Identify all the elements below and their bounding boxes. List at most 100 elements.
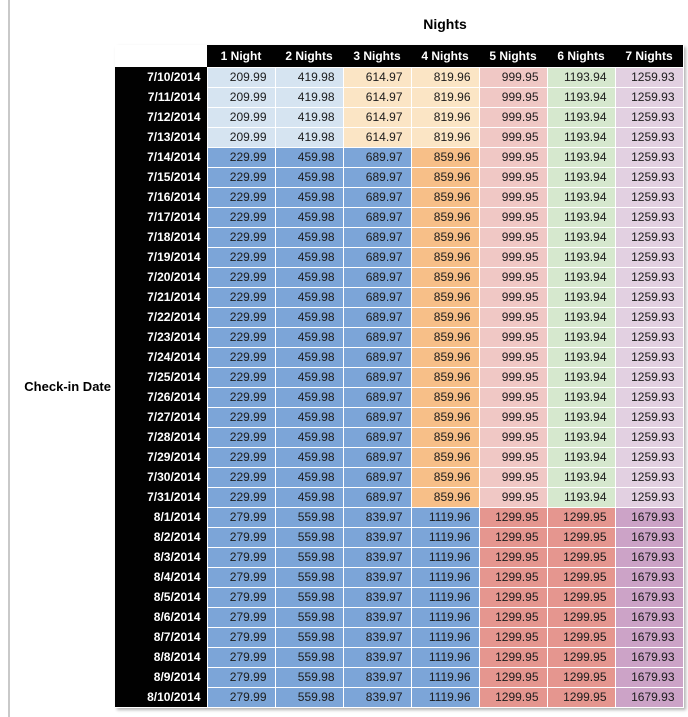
price-cell: 1299.95 bbox=[478, 666, 548, 688]
price-cell: 1119.96 bbox=[410, 646, 480, 668]
price-cell: 229.99 bbox=[206, 226, 276, 248]
table-header: 1 Night 2 Nights 3 Nights 4 Nights 5 Nights 6… bbox=[115, 45, 683, 67]
price-cell: 1299.95 bbox=[546, 566, 616, 588]
price-cell: 839.97 bbox=[342, 506, 412, 528]
price-cell: 279.99 bbox=[206, 626, 276, 648]
price-cell: 1299.95 bbox=[478, 626, 548, 648]
price-cell: 689.97 bbox=[342, 246, 412, 268]
table-row: 8/9/2014 279.99 559.98 839.97 1119.96 1299.95… bbox=[115, 666, 684, 688]
price-cell: 1299.95 bbox=[478, 586, 548, 608]
price-cell: 614.97 bbox=[342, 126, 412, 148]
table-row: 7/23/2014 229.99 459.98 689.97 859.96 999.95 1… bbox=[115, 326, 684, 348]
price-cell: 229.99 bbox=[206, 186, 276, 208]
price-cell: 229.99 bbox=[206, 166, 276, 188]
price-cell: 1299.95 bbox=[478, 526, 548, 548]
price-cell: 1193.94 bbox=[546, 246, 616, 268]
price-cell: 459.98 bbox=[274, 266, 344, 288]
price-cell: 999.95 bbox=[478, 426, 548, 448]
price-cell: 1259.93 bbox=[614, 166, 684, 188]
price-cell: 559.98 bbox=[274, 566, 344, 588]
price-cell: 1193.94 bbox=[546, 366, 616, 388]
price-cell: 459.98 bbox=[274, 246, 344, 268]
price-cell: 859.96 bbox=[410, 306, 480, 328]
row-header-date: 8/6/2014 bbox=[115, 607, 207, 627]
price-cell: 999.95 bbox=[478, 206, 548, 228]
column-header-7-nights: 7 Nights bbox=[615, 45, 683, 67]
price-cell: 1259.93 bbox=[614, 386, 684, 408]
price-cell: 1259.93 bbox=[614, 466, 684, 488]
price-cell: 559.98 bbox=[274, 546, 344, 568]
price-cell: 819.96 bbox=[410, 86, 480, 108]
row-header-date: 7/17/2014 bbox=[115, 207, 207, 227]
price-cell: 459.98 bbox=[274, 486, 344, 508]
row-header-date: 7/10/2014 bbox=[115, 67, 207, 87]
price-cell: 1119.96 bbox=[410, 606, 480, 628]
price-cell: 689.97 bbox=[342, 346, 412, 368]
price-table: 1 Night 2 Nights 3 Nights 4 Nights 5 Nights 6… bbox=[115, 45, 684, 708]
price-cell: 999.95 bbox=[478, 246, 548, 268]
price-cell: 229.99 bbox=[206, 466, 276, 488]
price-cell: 459.98 bbox=[274, 326, 344, 348]
row-header-date: 8/5/2014 bbox=[115, 587, 207, 607]
price-cell: 614.97 bbox=[342, 66, 412, 88]
price-cell: 614.97 bbox=[342, 106, 412, 128]
price-cell: 1299.95 bbox=[478, 646, 548, 668]
price-cell: 1259.93 bbox=[614, 446, 684, 468]
row-header-date: 8/9/2014 bbox=[115, 667, 207, 687]
price-cell: 229.99 bbox=[206, 206, 276, 228]
price-cell: 279.99 bbox=[206, 646, 276, 668]
price-cell: 1259.93 bbox=[614, 426, 684, 448]
price-cell: 999.95 bbox=[478, 466, 548, 488]
table-row: 7/19/2014 229.99 459.98 689.97 859.96 999.95 1… bbox=[115, 246, 684, 268]
price-cell: 689.97 bbox=[342, 206, 412, 228]
price-cell: 209.99 bbox=[206, 66, 276, 88]
price-cell: 459.98 bbox=[274, 406, 344, 428]
table-row: 8/2/2014 279.99 559.98 839.97 1119.96 1299.95… bbox=[115, 526, 684, 548]
price-cell: 1259.93 bbox=[614, 126, 684, 148]
price-cell: 614.97 bbox=[342, 86, 412, 108]
price-cell: 459.98 bbox=[274, 306, 344, 328]
price-cell: 229.99 bbox=[206, 146, 276, 168]
price-cell: 859.96 bbox=[410, 486, 480, 508]
table-row: 8/10/2014 279.99 559.98 839.97 1119.96 1299.9… bbox=[115, 686, 684, 708]
price-cell: 229.99 bbox=[206, 486, 276, 508]
price-cell: 859.96 bbox=[410, 186, 480, 208]
price-cell: 229.99 bbox=[206, 246, 276, 268]
price-cell: 1193.94 bbox=[546, 406, 616, 428]
price-cell: 559.98 bbox=[274, 526, 344, 548]
price-cell: 419.98 bbox=[274, 126, 344, 148]
price-cell: 459.98 bbox=[274, 146, 344, 168]
price-cell: 1119.96 bbox=[410, 526, 480, 548]
price-cell: 1193.94 bbox=[546, 306, 616, 328]
price-cell: 999.95 bbox=[478, 326, 548, 348]
price-cell: 559.98 bbox=[274, 506, 344, 528]
table-row: 7/28/2014 229.99 459.98 689.97 859.96 999.95 1… bbox=[115, 426, 684, 448]
price-cell: 279.99 bbox=[206, 526, 276, 548]
table-title: Nights bbox=[423, 16, 467, 32]
table-row: 7/10/2014 209.99 419.98 614.97 819.96 999.95 1… bbox=[115, 66, 684, 88]
price-cell: 459.98 bbox=[274, 186, 344, 208]
price-cell: 1193.94 bbox=[546, 466, 616, 488]
price-cell: 839.97 bbox=[342, 666, 412, 688]
price-cell: 689.97 bbox=[342, 266, 412, 288]
price-cell: 689.97 bbox=[342, 466, 412, 488]
price-cell: 209.99 bbox=[206, 126, 276, 148]
row-header-date: 7/25/2014 bbox=[115, 367, 207, 387]
price-cell: 1193.94 bbox=[546, 286, 616, 308]
price-cell: 229.99 bbox=[206, 346, 276, 368]
row-header-date: 7/31/2014 bbox=[115, 487, 207, 507]
table-row: 7/20/2014 229.99 459.98 689.97 859.96 999.95 1… bbox=[115, 266, 684, 288]
price-cell: 1259.93 bbox=[614, 106, 684, 128]
price-cell: 1259.93 bbox=[614, 146, 684, 168]
price-cell: 1193.94 bbox=[546, 186, 616, 208]
table-body: 7/10/2014 209.99 419.98 614.97 819.96 999.95 1… bbox=[115, 66, 684, 708]
price-cell: 689.97 bbox=[342, 426, 412, 448]
price-cell: 999.95 bbox=[478, 406, 548, 428]
price-cell: 859.96 bbox=[410, 386, 480, 408]
price-cell: 559.98 bbox=[274, 686, 344, 708]
price-cell: 1679.93 bbox=[614, 586, 684, 608]
price-cell: 459.98 bbox=[274, 346, 344, 368]
price-cell: 1259.93 bbox=[614, 186, 684, 208]
price-cell: 1299.95 bbox=[546, 606, 616, 628]
price-cell: 689.97 bbox=[342, 286, 412, 308]
